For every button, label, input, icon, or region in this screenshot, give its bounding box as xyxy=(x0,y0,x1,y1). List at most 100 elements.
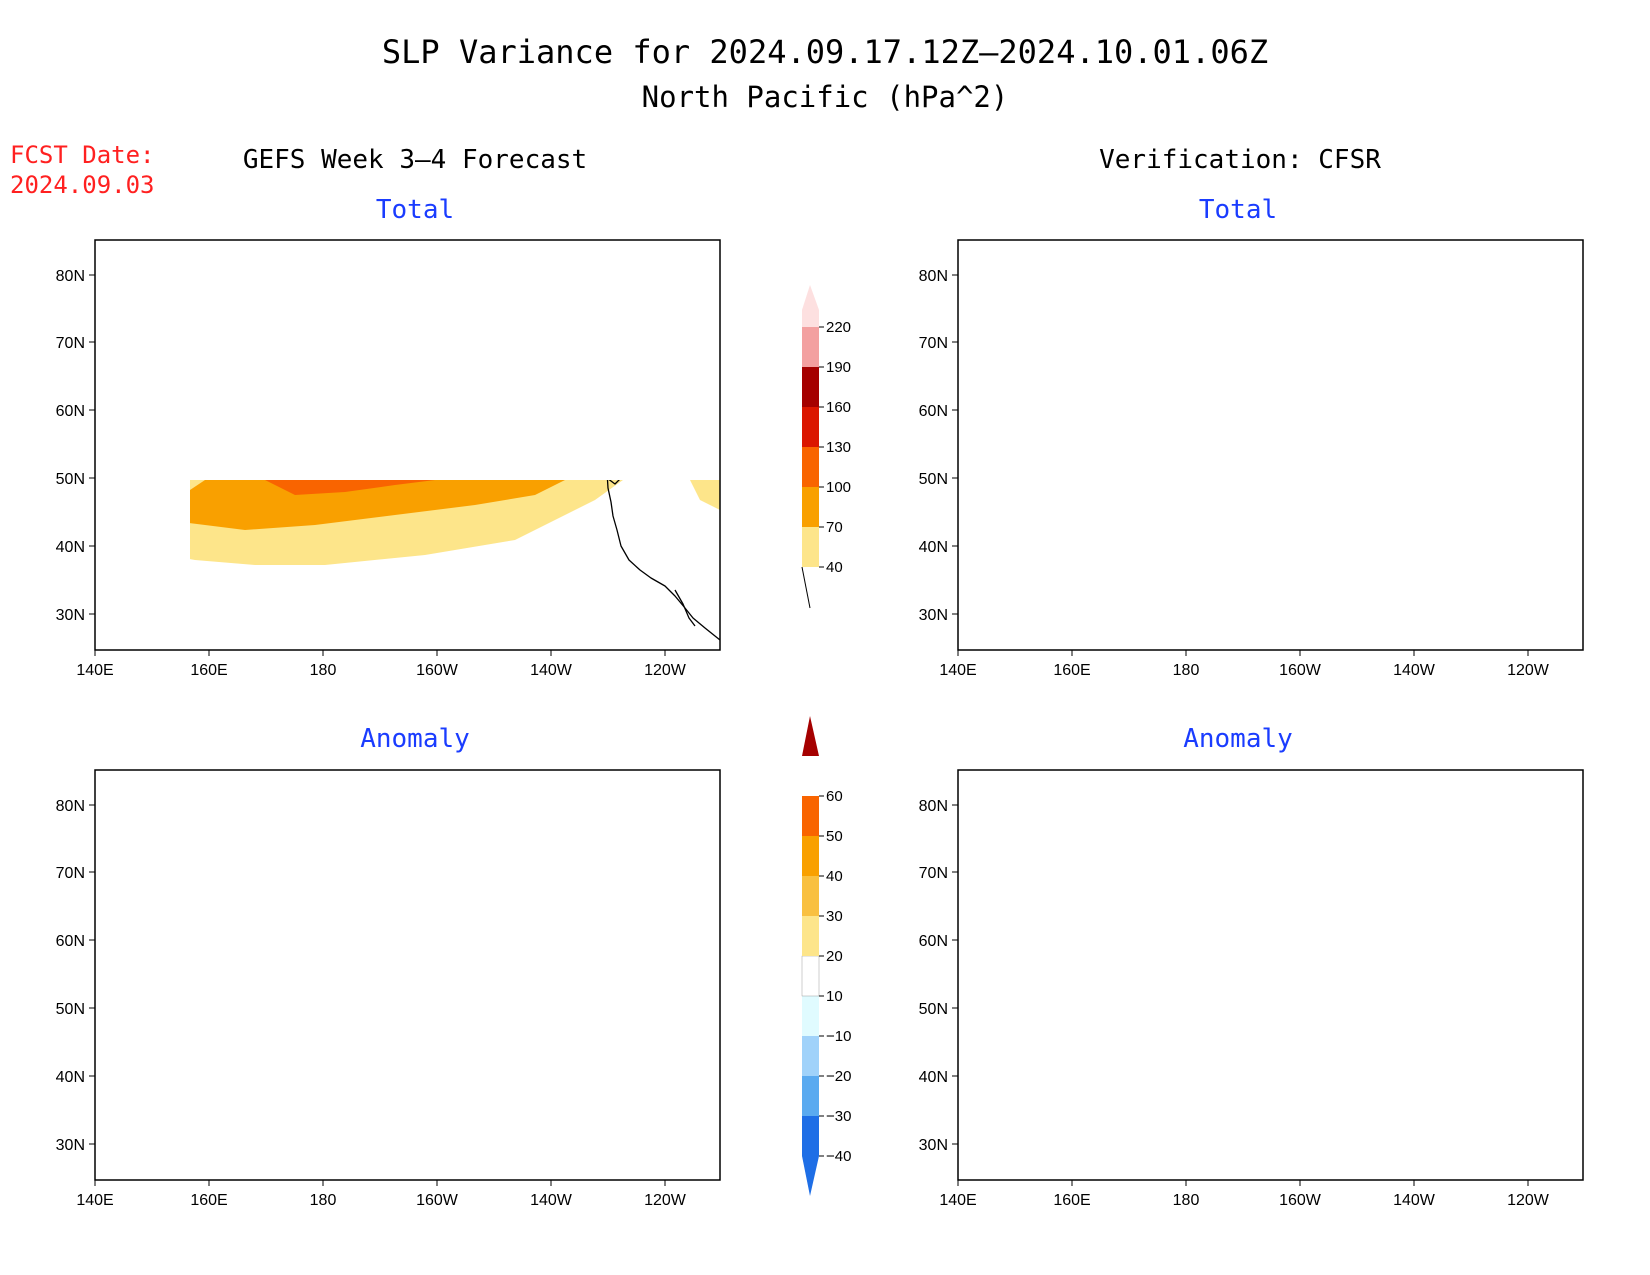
panel-bl-subtitle: Anomaly xyxy=(360,724,470,754)
cfsr-total-contours xyxy=(998,288,1583,558)
cb-anom-a40 xyxy=(802,796,819,836)
lon-label: 140E xyxy=(76,1192,113,1209)
cb-total-label: 40 xyxy=(826,559,843,576)
lat-label: 60N xyxy=(919,933,948,950)
lat-label: 80N xyxy=(56,268,85,285)
colorbar-anomaly: −40 −30 −20 −10 10 20 30 40 50 60 xyxy=(801,716,851,1196)
tl-shade-70-west xyxy=(122,458,140,464)
lon-label: 180 xyxy=(310,662,337,679)
br-shade-n10-base xyxy=(958,770,1583,1180)
cb-anom-low-tip xyxy=(802,1156,819,1196)
br-shade-a20 xyxy=(1068,828,1583,1080)
br-shade-n20 xyxy=(958,770,1583,1128)
lon-label: 120W xyxy=(644,1192,687,1209)
lon-label: 140W xyxy=(1393,662,1436,679)
cb-anom-zero xyxy=(801,955,820,997)
cb-total-label: 100 xyxy=(826,479,851,496)
lon-label: 140E xyxy=(939,662,976,679)
cb-anom-n20 xyxy=(802,1036,819,1076)
lat-label: 30N xyxy=(919,1137,948,1154)
bl-shade-10-ne xyxy=(655,885,720,940)
bl-shade-10-west xyxy=(95,922,150,1015)
bl-map-frame xyxy=(94,769,721,1181)
left-header: GEFS Week 3–4 Forecast xyxy=(243,145,587,175)
cb-total-40-70 xyxy=(802,527,819,567)
lat-label: 50N xyxy=(56,1001,85,1018)
cb-total-label: 130 xyxy=(826,439,851,456)
lon-label: 160W xyxy=(416,662,459,679)
fcst-date: 2024.09.03 xyxy=(10,171,155,199)
tr-shade-70-ne xyxy=(1513,308,1583,350)
lon-label: 160E xyxy=(1053,662,1090,679)
cb-anom-label: −30 xyxy=(826,1108,851,1125)
panel-cfsr-total xyxy=(957,239,1584,651)
title-line2: North Pacific (hPa^2) xyxy=(642,80,1009,114)
tr-shade-130 xyxy=(1198,398,1398,508)
bl-shade-10-alaska xyxy=(455,945,573,1020)
lon-label: 160E xyxy=(190,1192,227,1209)
cb-total-low-tip xyxy=(801,566,811,609)
lat-label: 70N xyxy=(56,335,85,352)
tl-shade-100 xyxy=(265,480,495,495)
br-shade-n10-south xyxy=(958,1058,1583,1155)
cb-total-high-tip xyxy=(802,285,819,327)
tr-shade-220 xyxy=(1350,422,1376,450)
cb-total-70-100 xyxy=(802,487,819,527)
cb-total-label: 190 xyxy=(826,359,851,376)
panel-br-subtitle: Anomaly xyxy=(1183,724,1293,754)
panel-cfsr-anomaly xyxy=(957,769,1584,1181)
br-blank-north xyxy=(1088,808,1583,880)
tl-shade-70 xyxy=(190,480,565,530)
br-shade-a50 xyxy=(1198,944,1386,1055)
tr-shade-160 xyxy=(1236,408,1390,502)
lat-label: 30N xyxy=(56,1137,85,1154)
lon-label: 140W xyxy=(530,1192,573,1209)
br-shade-n40 xyxy=(1028,870,1583,1008)
tl-shade-70-east xyxy=(620,340,720,465)
map-axes: 80N 70N 60N 50N 40N 30N 140E 160E 180 160W 140W 120… xyxy=(56,268,1550,1209)
lon-label: 120W xyxy=(1507,1192,1550,1209)
lon-label: 160E xyxy=(1053,1192,1090,1209)
fcst-label: FCST Date: xyxy=(10,141,155,169)
tl-map-frame xyxy=(94,239,721,651)
cb-anom-n30 xyxy=(802,1076,819,1116)
cb-total-190-220 xyxy=(802,327,819,367)
tr-shade-100 xyxy=(1088,395,1418,515)
lat-label: 70N xyxy=(919,335,948,352)
lat-label: 40N xyxy=(56,1069,85,1086)
tr-map-frame xyxy=(957,239,1584,651)
br-shade-a40 xyxy=(1158,940,1583,1060)
br-blank-south xyxy=(958,970,1583,1180)
right-header: Verification: CFSR xyxy=(1099,145,1381,175)
colorbar-total: 40 70 100 130 160 190 220 xyxy=(801,285,851,609)
br-shade-a30 xyxy=(1108,932,1583,1068)
lat-label: 60N xyxy=(56,933,85,950)
lon-label: 160W xyxy=(416,1192,459,1209)
bl-shade-10-north xyxy=(155,858,320,955)
bl-shade-n10 xyxy=(183,1002,217,1010)
gefs-anomaly-contours xyxy=(95,858,720,1020)
cb-total-160-190 xyxy=(802,367,819,407)
cb-total-label: 220 xyxy=(826,319,851,336)
lat-label: 40N xyxy=(919,539,948,556)
cb-anom-label: 10 xyxy=(826,988,843,1005)
title-line1: SLP Variance for 2024.09.17.12Z–2024.10.… xyxy=(382,33,1268,71)
br-shade-a10 xyxy=(1038,820,1583,1092)
cb-anom-a30 xyxy=(802,836,819,876)
lon-label: 180 xyxy=(310,1192,337,1209)
cb-anom-n40 xyxy=(802,1116,819,1156)
cb-anom-label: −40 xyxy=(826,1148,851,1165)
lat-label: 80N xyxy=(919,268,948,285)
cb-total-100-130 xyxy=(802,447,819,487)
lat-label: 50N xyxy=(919,1001,948,1018)
tl-shade-40 xyxy=(190,480,720,565)
gefs-total-contours xyxy=(122,340,720,565)
tr-shade-40-ne xyxy=(1398,288,1583,355)
cb-anom-n10 xyxy=(802,996,819,1036)
cb-anom-a20 xyxy=(802,876,819,916)
br-shade-a60 xyxy=(1233,950,1376,1046)
panel-gefs-total xyxy=(94,239,721,651)
lat-label: 30N xyxy=(56,607,85,624)
br-map-frame xyxy=(957,769,1584,1181)
